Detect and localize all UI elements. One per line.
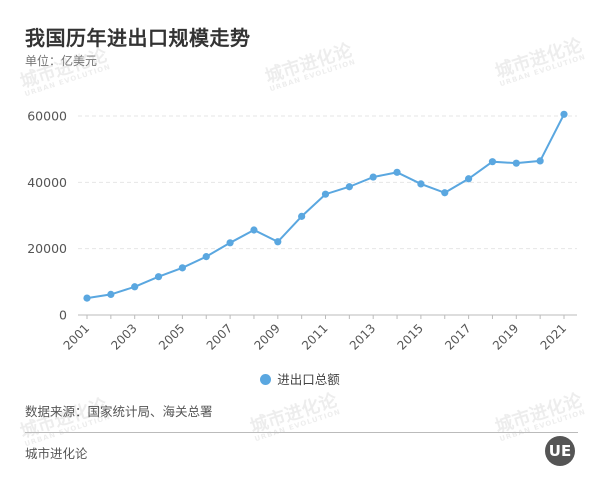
x-tick-label: 2003 bbox=[108, 321, 139, 352]
chart-title: 我国历年进出口规模走势 bbox=[25, 26, 251, 50]
watermark: 城市进化论 URBAN EVOLUTION bbox=[247, 389, 342, 444]
x-tick-label: 2019 bbox=[490, 321, 521, 352]
brand-name: 城市进化论 bbox=[25, 446, 88, 461]
x-tick-label: 2013 bbox=[347, 321, 378, 352]
data-point bbox=[536, 157, 544, 165]
brand-logo: UE bbox=[545, 436, 575, 466]
data-point bbox=[488, 158, 497, 166]
data-source: 数据来源：国家统计局、海关总署 bbox=[25, 404, 213, 419]
divider bbox=[25, 432, 578, 433]
y-tick-label: 40000 bbox=[27, 175, 67, 190]
unit-label: 单位：亿美元 bbox=[25, 54, 98, 68]
series-line bbox=[86, 113, 565, 300]
data-point bbox=[417, 180, 425, 188]
data-point bbox=[393, 168, 401, 176]
data-point bbox=[465, 175, 473, 183]
x-tick-label: 2007 bbox=[204, 321, 235, 352]
x-tick-label: 2011 bbox=[299, 321, 330, 352]
data-point bbox=[250, 226, 258, 234]
data-point bbox=[202, 253, 210, 261]
x-tick-label: 2021 bbox=[538, 321, 569, 352]
y-tick-label: 0 bbox=[59, 308, 67, 323]
data-point bbox=[321, 190, 330, 198]
legend[interactable]: 进出口总额 bbox=[0, 369, 600, 388]
data-point bbox=[441, 189, 449, 197]
y-tick-label: 20000 bbox=[27, 241, 67, 256]
data-point bbox=[154, 273, 163, 281]
x-tick-label: 2005 bbox=[156, 321, 187, 352]
data-point bbox=[178, 264, 186, 272]
data-point bbox=[512, 159, 520, 167]
data-point bbox=[274, 238, 282, 246]
data-point bbox=[345, 183, 353, 191]
data-point bbox=[560, 110, 568, 118]
legend-label: 进出口总额 bbox=[277, 372, 340, 387]
y-tick-label: 60000 bbox=[27, 109, 67, 124]
data-point bbox=[131, 283, 139, 291]
data-point bbox=[83, 294, 91, 302]
x-tick-label: 2017 bbox=[442, 321, 473, 352]
data-point bbox=[226, 239, 234, 247]
data-point bbox=[107, 290, 115, 299]
legend-marker-icon bbox=[260, 374, 272, 385]
x-tick-label: 2009 bbox=[251, 321, 282, 352]
x-tick-label: 2001 bbox=[61, 321, 92, 352]
x-tick-label: 2015 bbox=[395, 321, 426, 352]
data-point bbox=[298, 212, 306, 220]
line-chart: 0 20000 40000 60000 2001 2003 2005 2007 2009 2011… bbox=[27, 109, 577, 353]
data-point bbox=[369, 173, 377, 181]
watermark: 城市进化论 URBAN EVOLUTION bbox=[492, 389, 587, 444]
